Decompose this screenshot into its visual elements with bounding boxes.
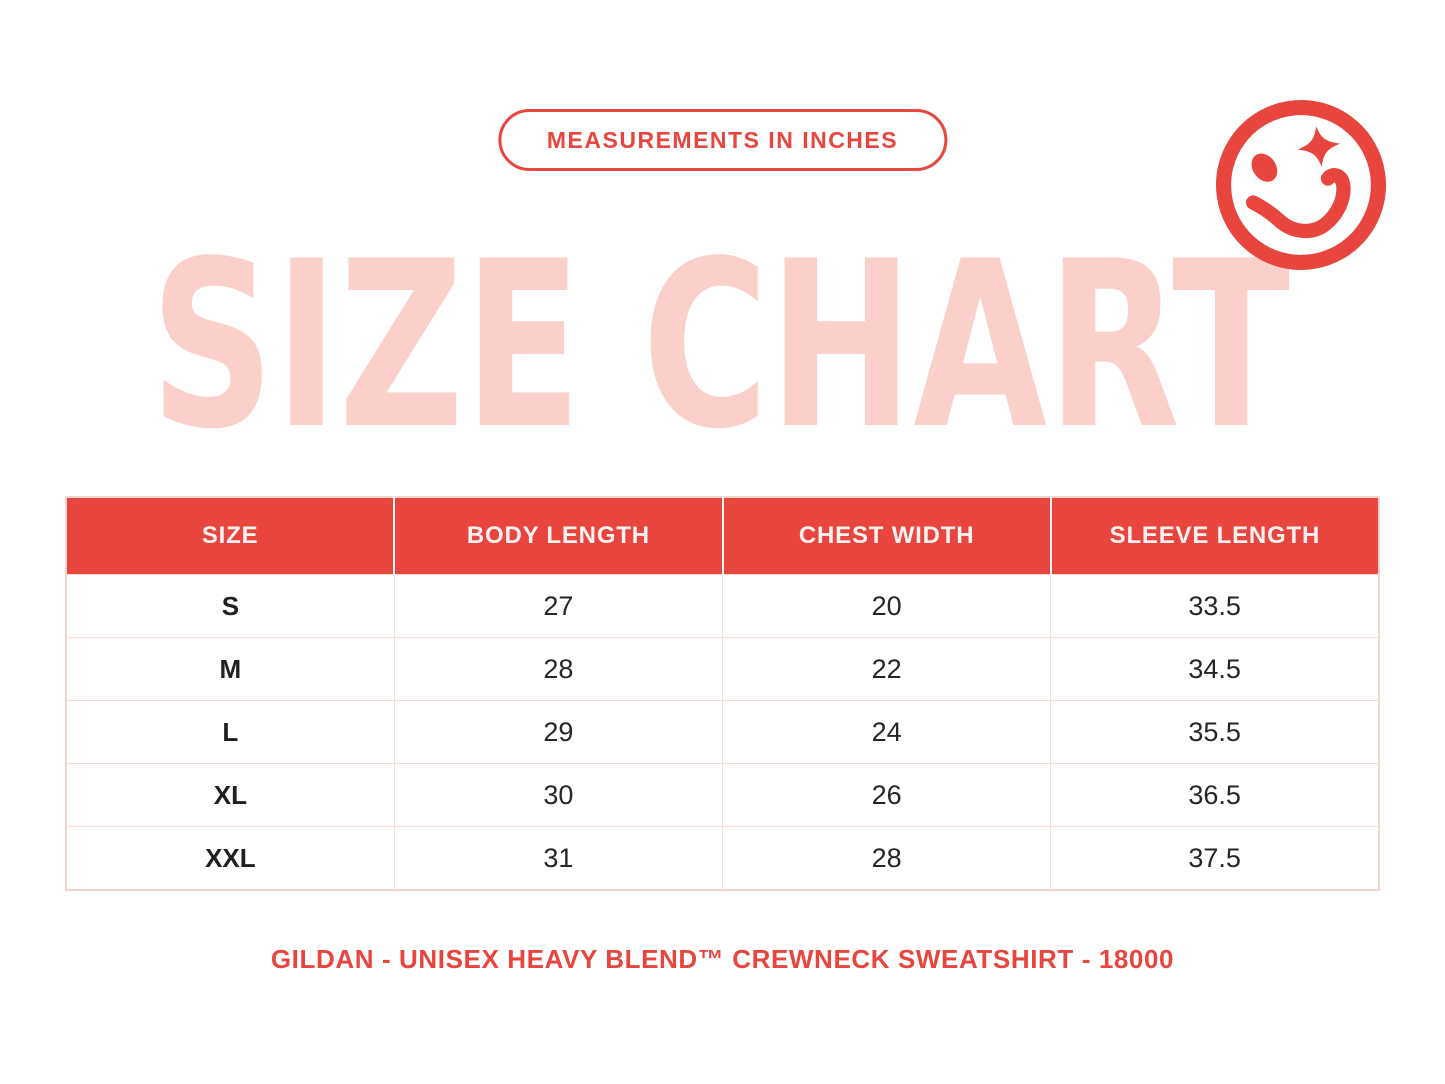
chest-width-value: 22: [721, 637, 1052, 701]
column-header-body-length: BODY LENGTH: [394, 497, 724, 575]
sleeve-length-value: 35.5: [1050, 700, 1380, 764]
table-row: L 29 24 35.5: [65, 700, 1380, 764]
page-title: SIZE CHART: [150, 213, 1290, 480]
sleeve-length-value: 33.5: [1050, 574, 1380, 638]
table-row: S 27 20 33.5: [65, 574, 1380, 638]
size-value: L: [65, 700, 395, 764]
header-row: SIZE BODY LENGTH CHEST WIDTH SLEEVE LENG…: [66, 497, 1379, 575]
table-row: XL 30 26 36.5: [65, 763, 1380, 827]
body-length-value: 30: [393, 763, 724, 827]
body-length-value: 29: [393, 700, 724, 764]
winking-smiley-icon: [1212, 96, 1390, 274]
chest-width-value: 28: [721, 826, 1052, 891]
body-length-value: 27: [393, 574, 724, 638]
sleeve-length-value: 34.5: [1050, 637, 1380, 701]
size-value: M: [65, 637, 395, 701]
body-length-value: 28: [393, 637, 724, 701]
table-row: XXL 31 28 37.5: [65, 826, 1380, 891]
chest-width-value: 20: [721, 574, 1052, 638]
size-value: S: [65, 574, 395, 638]
size-table-header: SIZE BODY LENGTH CHEST WIDTH SLEEVE LENG…: [66, 497, 1379, 575]
size-table: SIZE BODY LENGTH CHEST WIDTH SLEEVE LENG…: [65, 496, 1380, 891]
page-title-text: SIZE CHART: [150, 232, 1290, 437]
size-value: XL: [65, 763, 395, 827]
column-header-chest-width: CHEST WIDTH: [722, 497, 1052, 575]
column-header-size: SIZE: [66, 497, 396, 575]
measurements-badge-label: MEASUREMENTS IN INCHES: [546, 126, 899, 153]
body-length-value: 31: [393, 826, 724, 891]
sleeve-length-value: 36.5: [1050, 763, 1380, 827]
size-table-body: S 27 20 33.5 M 28 22 34.5 L 29 24 35.5 X…: [65, 574, 1380, 891]
column-header-sleeve-length: SLEEVE LENGTH: [1050, 497, 1379, 575]
size-value: XXL: [65, 826, 395, 891]
product-name-label: GILDAN - UNISEX HEAVY BLEND™ CREWNECK SW…: [270, 944, 1175, 974]
chest-width-value: 26: [721, 763, 1052, 827]
chest-width-value: 24: [721, 700, 1052, 764]
table-row: M 28 22 34.5: [65, 637, 1380, 701]
sleeve-length-value: 37.5: [1050, 826, 1380, 891]
measurements-badge: MEASUREMENTS IN INCHES: [497, 109, 948, 171]
